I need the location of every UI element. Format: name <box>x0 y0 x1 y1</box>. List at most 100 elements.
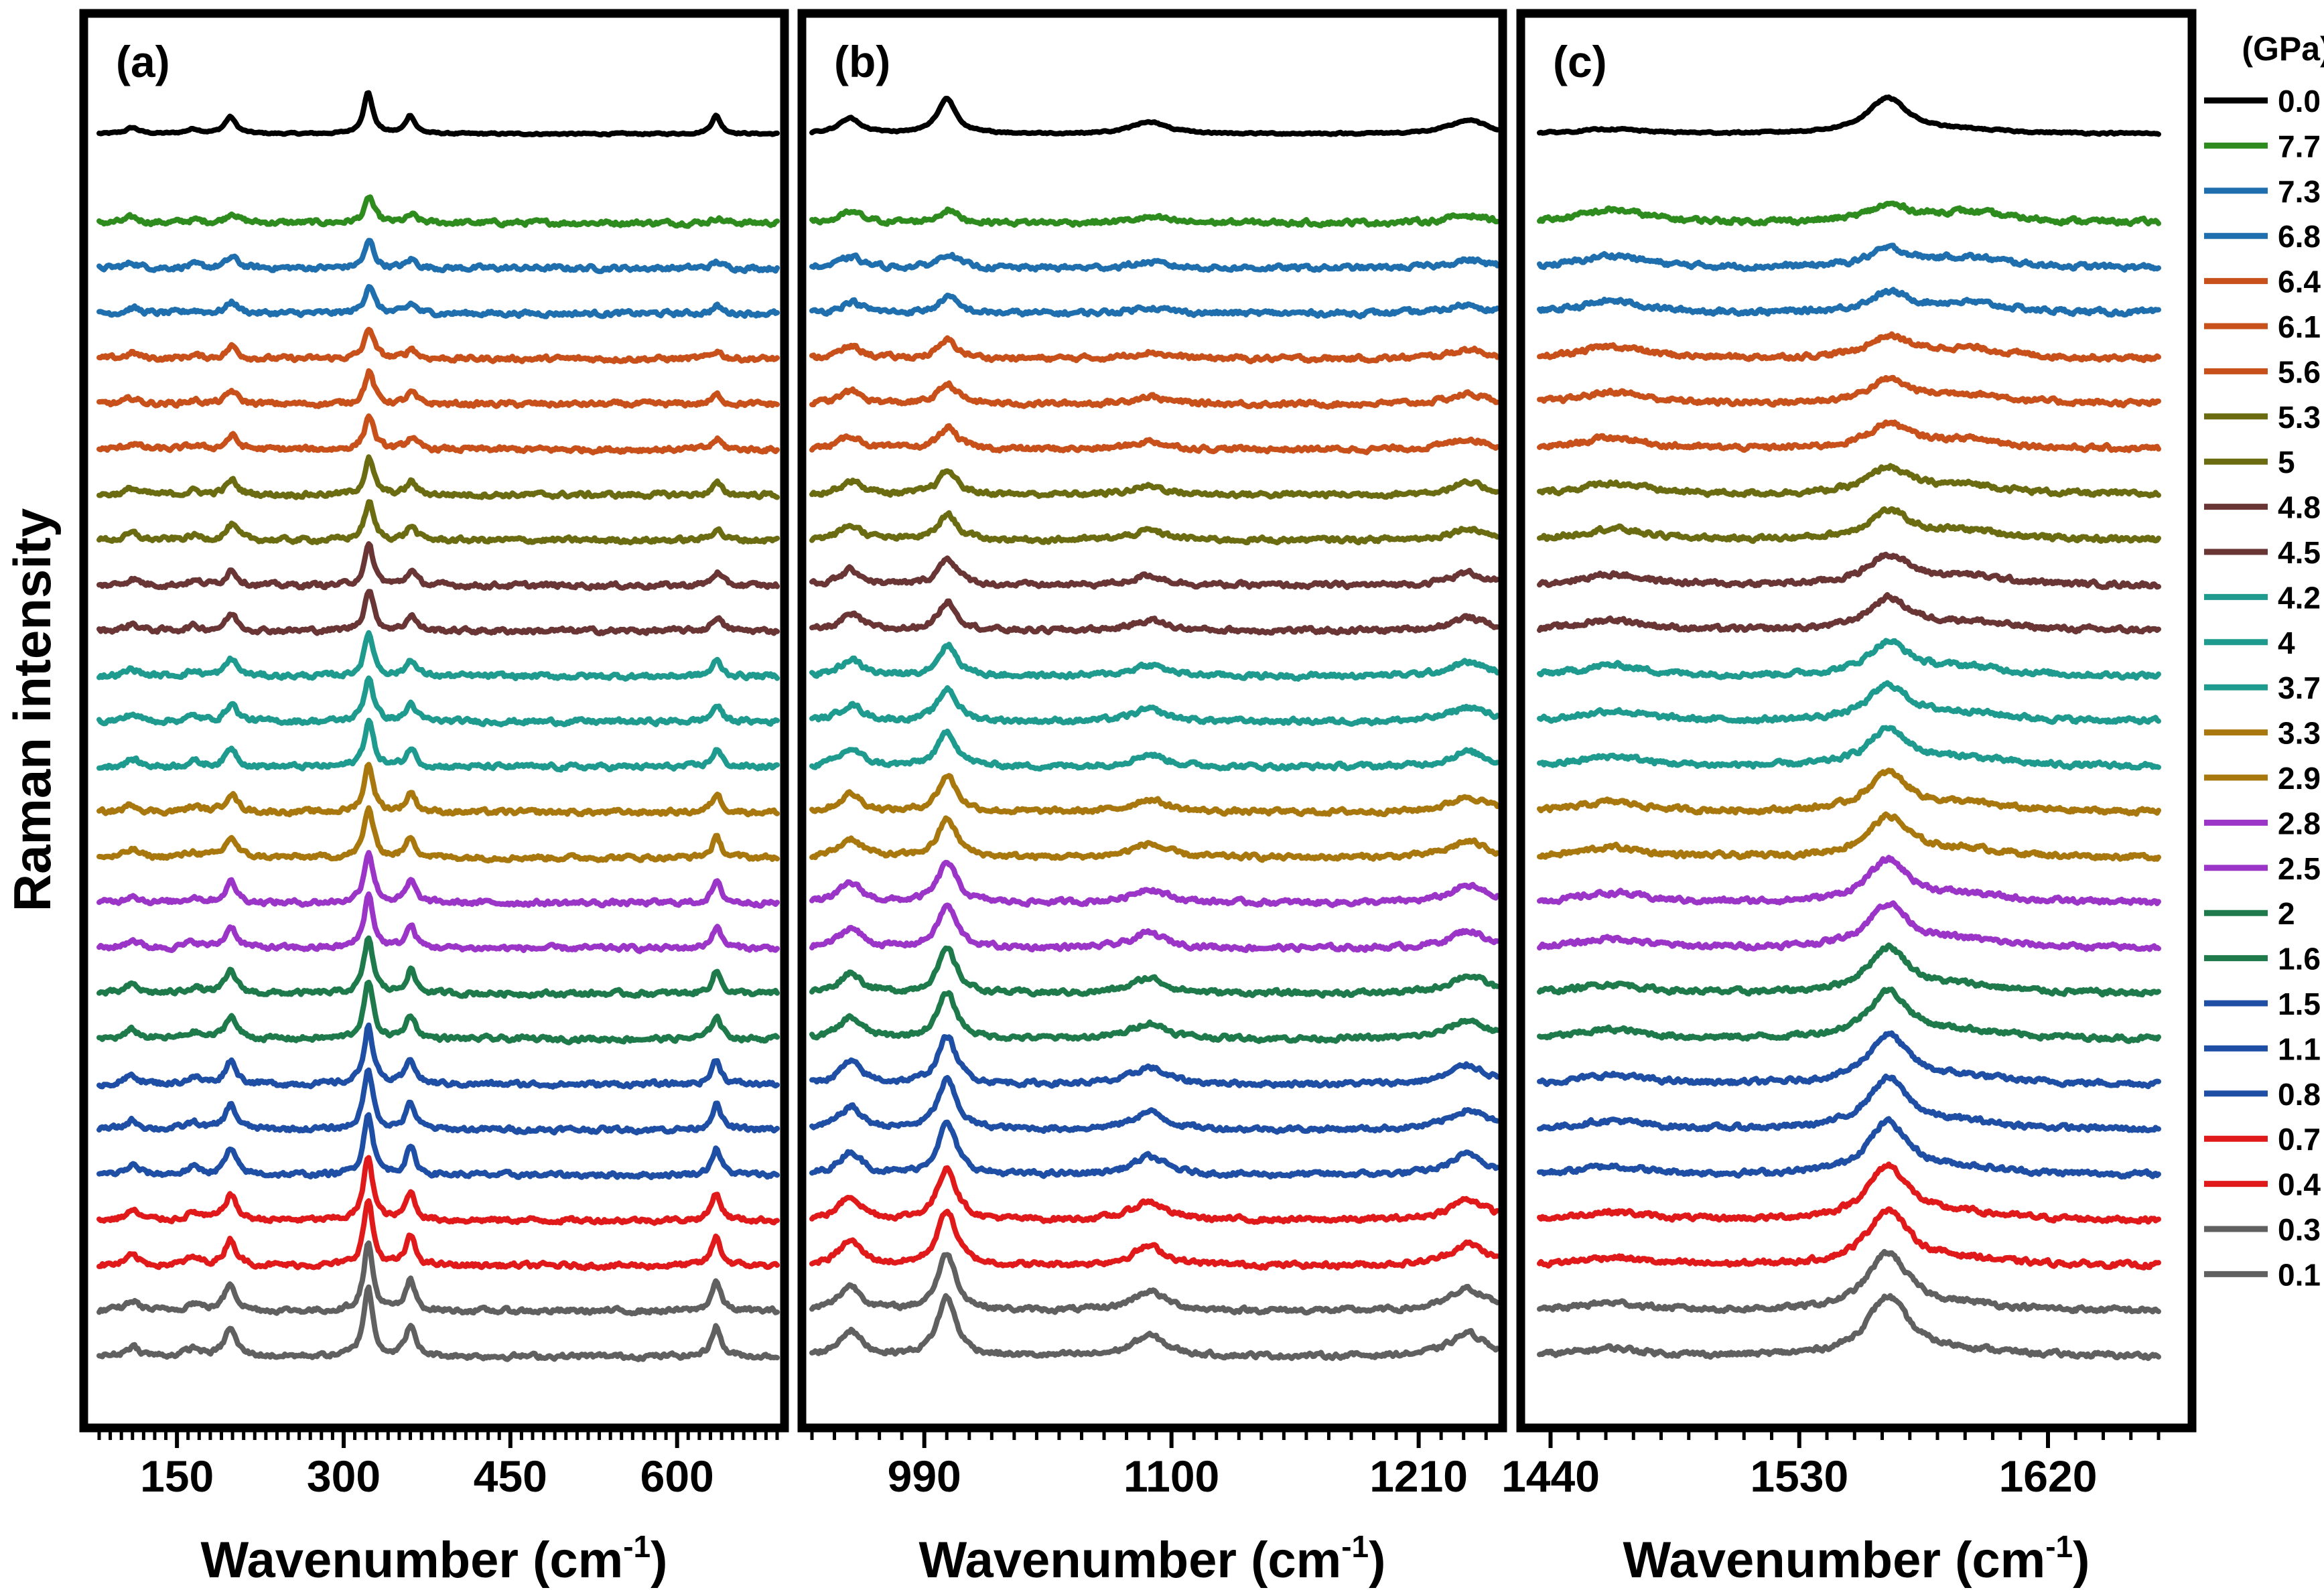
trace-c-2-5 <box>1537 900 2161 952</box>
legend-label-4-2: 4.2 <box>2278 580 2321 615</box>
trace-b-1-5 <box>809 1034 1500 1089</box>
trace-a-2-9 <box>96 805 780 864</box>
panel-a: 150 300 450 600 (a) Wavenumber (cm-1) <box>79 9 789 1589</box>
trace-c-0-8 <box>1537 1116 2161 1180</box>
trace-a-1-5 <box>96 1022 780 1090</box>
trace-c-2-9 <box>1537 811 2161 862</box>
panel-label: (b) <box>834 37 890 86</box>
trace-b-0-8 <box>809 1119 1500 1180</box>
trace-a-5 <box>96 499 780 546</box>
panel-b: 990 1100 1210 (b) Wavenumber (cm-1) <box>797 9 1507 1589</box>
trace-a-0-0 <box>96 90 780 138</box>
trace-a-2 <box>96 935 780 999</box>
legend-title: (GPa) <box>2242 30 2324 68</box>
trace-c-2-8 <box>1537 855 2161 906</box>
x-tick-label: 450 <box>474 1451 547 1501</box>
legend-label-0-8: 0.8 <box>2278 1077 2321 1112</box>
trace-b-2-5 <box>809 902 1500 953</box>
trace-b-0-3 <box>809 1252 1500 1316</box>
trace-a-2-8 <box>96 850 780 909</box>
legend-label-7-7: 7.7 <box>2278 129 2321 163</box>
trace-c-7-3 <box>1537 242 2161 273</box>
trace-b-0-0 <box>809 96 1500 137</box>
legend-label-1-6: 1.6 <box>2278 942 2321 977</box>
trace-b-6-4 <box>809 335 1500 364</box>
trace-b-0-4 <box>809 1208 1500 1271</box>
trace-a-1-1 <box>96 1067 780 1136</box>
x-tick-label: 1620 <box>1999 1451 2098 1501</box>
trace-c-6-1 <box>1537 374 2161 409</box>
legend-label-2-8: 2.8 <box>2278 806 2321 841</box>
x-tick-label: 600 <box>640 1451 714 1501</box>
trace-c-0-4 <box>1537 1206 2161 1271</box>
y-axis-label: Raman intensity <box>3 508 62 912</box>
trace-c-5-6 <box>1537 419 2161 453</box>
panel-frame <box>797 9 1507 1433</box>
trace-b-7-3 <box>809 252 1500 273</box>
trace-a-6-4 <box>96 326 780 364</box>
trace-b-6-1 <box>809 380 1500 410</box>
legend-label-5-3: 5.3 <box>2278 400 2321 435</box>
x-tick-label: 990 <box>888 1451 961 1501</box>
trace-b-5-3 <box>809 468 1500 500</box>
trace-a-4 <box>96 675 780 728</box>
x-tick-label: 1440 <box>1501 1451 1600 1501</box>
trace-b-1-1 <box>809 1075 1500 1135</box>
trace-c-4 <box>1537 680 2161 725</box>
trace-c-0-3 <box>1537 1248 2161 1315</box>
trace-c-6-8 <box>1537 287 2161 318</box>
legend-label-0-4: 0.4 <box>2278 1167 2321 1202</box>
trace-a-0-7 <box>96 1155 780 1226</box>
trace-a-5-6 <box>96 413 780 455</box>
legend-label-5-6: 5.6 <box>2278 354 2321 389</box>
trace-a-7-7 <box>96 194 780 229</box>
trace-b-2 <box>809 945 1500 999</box>
legend-label-4-8: 4.8 <box>2278 490 2321 525</box>
trace-c-0-7 <box>1537 1161 2161 1225</box>
trace-b-5 <box>809 510 1500 546</box>
legend-label-0-0: 0.0 <box>2278 84 2321 119</box>
legend-label-2: 2 <box>2278 896 2295 931</box>
trace-b-2-8 <box>809 859 1500 908</box>
legend-label-4-5: 4.5 <box>2278 535 2321 570</box>
trace-c-4-5 <box>1537 592 2161 635</box>
trace-c-1-1 <box>1537 1073 2161 1134</box>
trace-c-6-4 <box>1537 331 2161 364</box>
trace-a-7-3 <box>96 238 780 275</box>
trace-a-4-2 <box>96 630 780 682</box>
legend-label-6-8: 6.8 <box>2278 219 2321 254</box>
trace-c-0-0 <box>1537 94 2161 137</box>
legend-label-6-4: 6.4 <box>2278 265 2321 299</box>
trace-a-0-3 <box>96 1240 780 1317</box>
legend-label-2-9: 2.9 <box>2278 761 2321 796</box>
trace-c-1-5 <box>1537 1030 2161 1090</box>
trace-c-4-2 <box>1537 638 2161 681</box>
trace-c-2 <box>1537 942 2161 998</box>
panel-c: 1440 1530 1620 (c) Wavenumber (cm-1) <box>1501 9 2197 1589</box>
trace-c-4-8 <box>1537 551 2161 591</box>
legend-label-7-3: 7.3 <box>2278 174 2321 209</box>
trace-a-6-8 <box>96 284 780 319</box>
x-tick-label: 1530 <box>1750 1451 1848 1501</box>
trace-b-4-8 <box>809 555 1500 591</box>
trace-a-5-3 <box>96 454 780 500</box>
trace-b-0-1 <box>809 1293 1500 1362</box>
panels: 150 300 450 600 (a) Wavenumber (cm-1) 990 1100 1… <box>79 9 2197 1589</box>
panel-label: (a) <box>116 37 170 86</box>
trace-b-1-6 <box>809 990 1500 1044</box>
trace-b-4 <box>809 685 1500 727</box>
x-axis-label: Wavenumber (cm-1) <box>201 1529 668 1589</box>
panel-frame <box>79 9 789 1433</box>
legend-label-3-3: 3.3 <box>2278 716 2321 751</box>
trace-b-5-6 <box>809 423 1500 455</box>
trace-b-7-7 <box>809 206 1500 228</box>
trace-b-4-2 <box>809 642 1500 682</box>
x-tick-label: 1100 <box>1123 1451 1219 1501</box>
trace-c-7-7 <box>1537 200 2161 227</box>
trace-a-2-5 <box>96 891 780 954</box>
trace-c-5-3 <box>1537 463 2161 499</box>
trace-c-1-6 <box>1537 987 2161 1044</box>
trace-a-6-1 <box>96 368 780 409</box>
legend-label-4: 4 <box>2278 626 2295 660</box>
